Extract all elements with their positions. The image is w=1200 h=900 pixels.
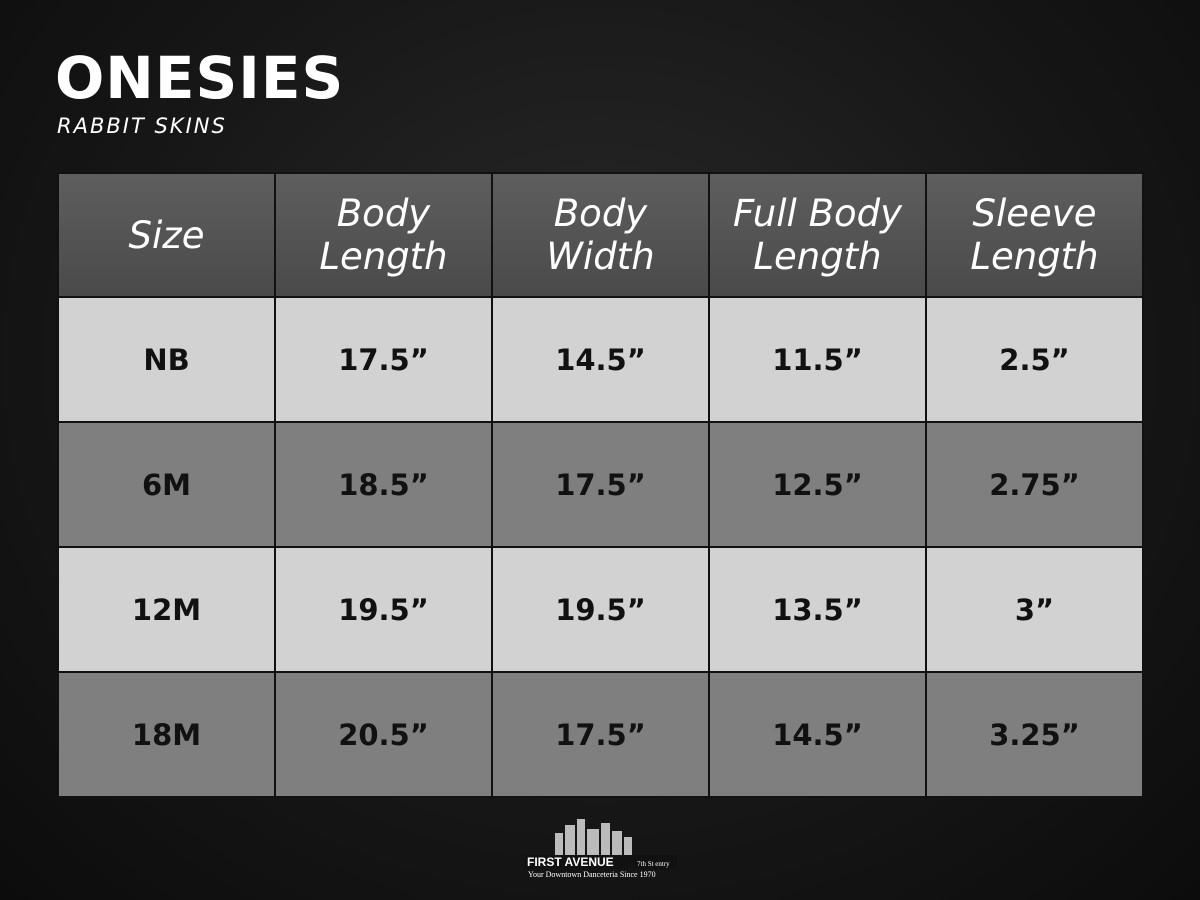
measure-cell: 17.5”: [491, 671, 710, 798]
column-header-text: Body Length: [319, 192, 448, 278]
title: ONESIES: [55, 44, 345, 112]
size-cell: 12M: [57, 546, 276, 673]
measure-cell: 13.5”: [708, 546, 927, 673]
measure-cell: 2.75”: [925, 421, 1144, 548]
column-header-text: Size: [128, 213, 205, 257]
size-table: Size Body Length Body Width Full Body Lengt…: [57, 172, 1144, 798]
measure-cell: 11.5”: [708, 296, 927, 423]
measure-cell: 17.5”: [274, 296, 493, 423]
measure-cell: 17.5”: [491, 421, 710, 548]
logo-band: [525, 855, 677, 869]
logo-badge: 7th St entry: [637, 860, 670, 868]
subtitle: RABBIT SKINS: [57, 114, 227, 138]
measure-cell: 19.5”: [491, 546, 710, 673]
header-row: Size Body Length Body Width Full Body Lengt…: [57, 172, 1144, 298]
table-row: 12M 19.5” 19.5” 13.5” 3”: [57, 546, 1144, 673]
measure-cell: 3.25”: [925, 671, 1144, 798]
column-header: Sleeve Length: [925, 172, 1144, 298]
column-header-text: Full Body Length: [733, 192, 902, 278]
logo: FIRST AVENUE 7th St entry Your Downtown …: [525, 819, 677, 879]
table-row: NB 17.5” 14.5” 11.5” 2.5”: [57, 296, 1144, 423]
column-header: Body Width: [491, 172, 710, 298]
size-cell: NB: [57, 296, 276, 423]
size-cell: 6M: [57, 421, 276, 548]
measure-cell: 3”: [925, 546, 1144, 673]
measure-cell: 18.5”: [274, 421, 493, 548]
size-cell: 18M: [57, 671, 276, 798]
column-header: Size: [57, 172, 276, 298]
measure-cell: 2.5”: [925, 296, 1144, 423]
measure-cell: 14.5”: [708, 671, 927, 798]
measure-cell: 14.5”: [491, 296, 710, 423]
logo-text: FIRST AVENUE: [527, 855, 614, 869]
measure-cell: 12.5”: [708, 421, 927, 548]
tagline: Your Downtown Danceteria Since 1970: [528, 870, 656, 879]
measure-cell: 20.5”: [274, 671, 493, 798]
table-row: 18M 20.5” 17.5” 14.5” 3.25”: [57, 671, 1144, 798]
skyline: [555, 819, 632, 855]
column-header-text: Body Width: [546, 192, 655, 278]
column-header: Full Body Length: [708, 172, 927, 298]
column-header-text: Sleeve Length: [970, 192, 1099, 278]
column-header: Body Length: [274, 172, 493, 298]
measure-cell: 19.5”: [274, 546, 493, 673]
table-row: 6M 18.5” 17.5” 12.5” 2.75”: [57, 421, 1144, 548]
